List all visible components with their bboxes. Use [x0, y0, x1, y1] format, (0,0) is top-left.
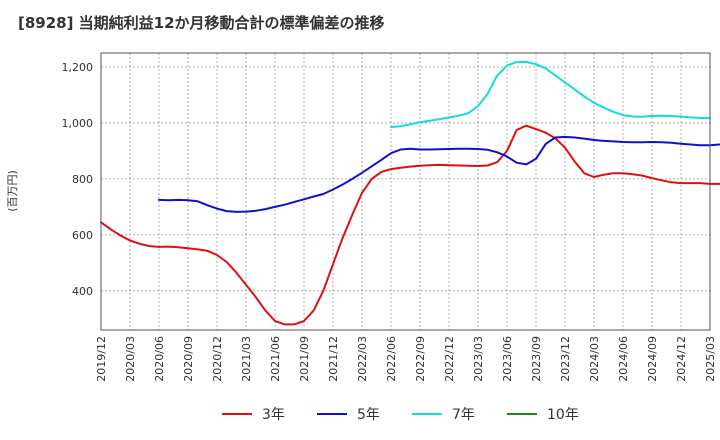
y-tick-label: 1,200: [62, 61, 94, 74]
x-tick-label: 2020/09: [182, 336, 195, 382]
x-tick-label: 2021/03: [240, 336, 253, 382]
x-tick-label: 2022/09: [414, 336, 427, 382]
y-tick-label: 800: [72, 173, 93, 186]
x-tick-label: 2024/12: [675, 336, 688, 382]
x-axis: 2019/12 2020/03 2020/06 2020/09 2020/12 2021/…: [95, 336, 717, 382]
y-tick-label: 1,000: [62, 117, 94, 130]
x-tick-label: 2022/12: [443, 336, 456, 382]
series-line-3: [390, 61, 711, 129]
x-tick-label: 2024/09: [646, 336, 659, 382]
legend-label: 5年: [357, 407, 380, 423]
legend-label: 7年: [452, 407, 475, 423]
x-tick-label: 2024/03: [588, 336, 601, 382]
y-axis: 400 600 800 1,000 1,200: [62, 61, 94, 298]
plot-frame: [100, 52, 711, 331]
x-tick-label: 2023/12: [559, 336, 572, 382]
x-tick-label: 2023/06: [501, 336, 514, 382]
grid-layer: [100, 53, 711, 330]
x-tick-label: 2020/03: [124, 336, 137, 382]
x-tick-label: 2025/03: [704, 336, 717, 382]
x-tick-label: 2021/06: [269, 336, 282, 382]
series-line-1: [100, 124, 720, 326]
x-tick-label: 2023/09: [530, 336, 543, 382]
legend-label: 10年: [547, 407, 579, 423]
chart-title: [8928] 当期純利益12か月移動合計の標準偏差の推移: [18, 14, 385, 32]
x-tick-label: 2023/03: [472, 336, 485, 382]
x-tick-label: 2020/06: [153, 336, 166, 382]
x-tick-label: 2021/12: [327, 336, 340, 382]
y-axis-label: (百万円): [6, 170, 19, 212]
series-layer: [100, 61, 720, 326]
y-tick-label: 400: [72, 285, 93, 298]
x-tick-label: 2020/12: [211, 336, 224, 382]
x-tick-label: 2019/12: [95, 336, 108, 382]
legend: 3年 5年 7年 10年: [222, 407, 579, 423]
y-tick-label: 600: [72, 229, 93, 242]
legend-label: 3年: [262, 407, 285, 423]
x-tick-label: 2022/03: [356, 336, 369, 382]
series-line-2: [158, 135, 720, 213]
x-tick-label: 2021/09: [298, 336, 311, 382]
plot-background: [101, 53, 710, 330]
x-tick-label: 2022/06: [385, 336, 398, 382]
x-tick-label: 2024/06: [617, 336, 630, 382]
